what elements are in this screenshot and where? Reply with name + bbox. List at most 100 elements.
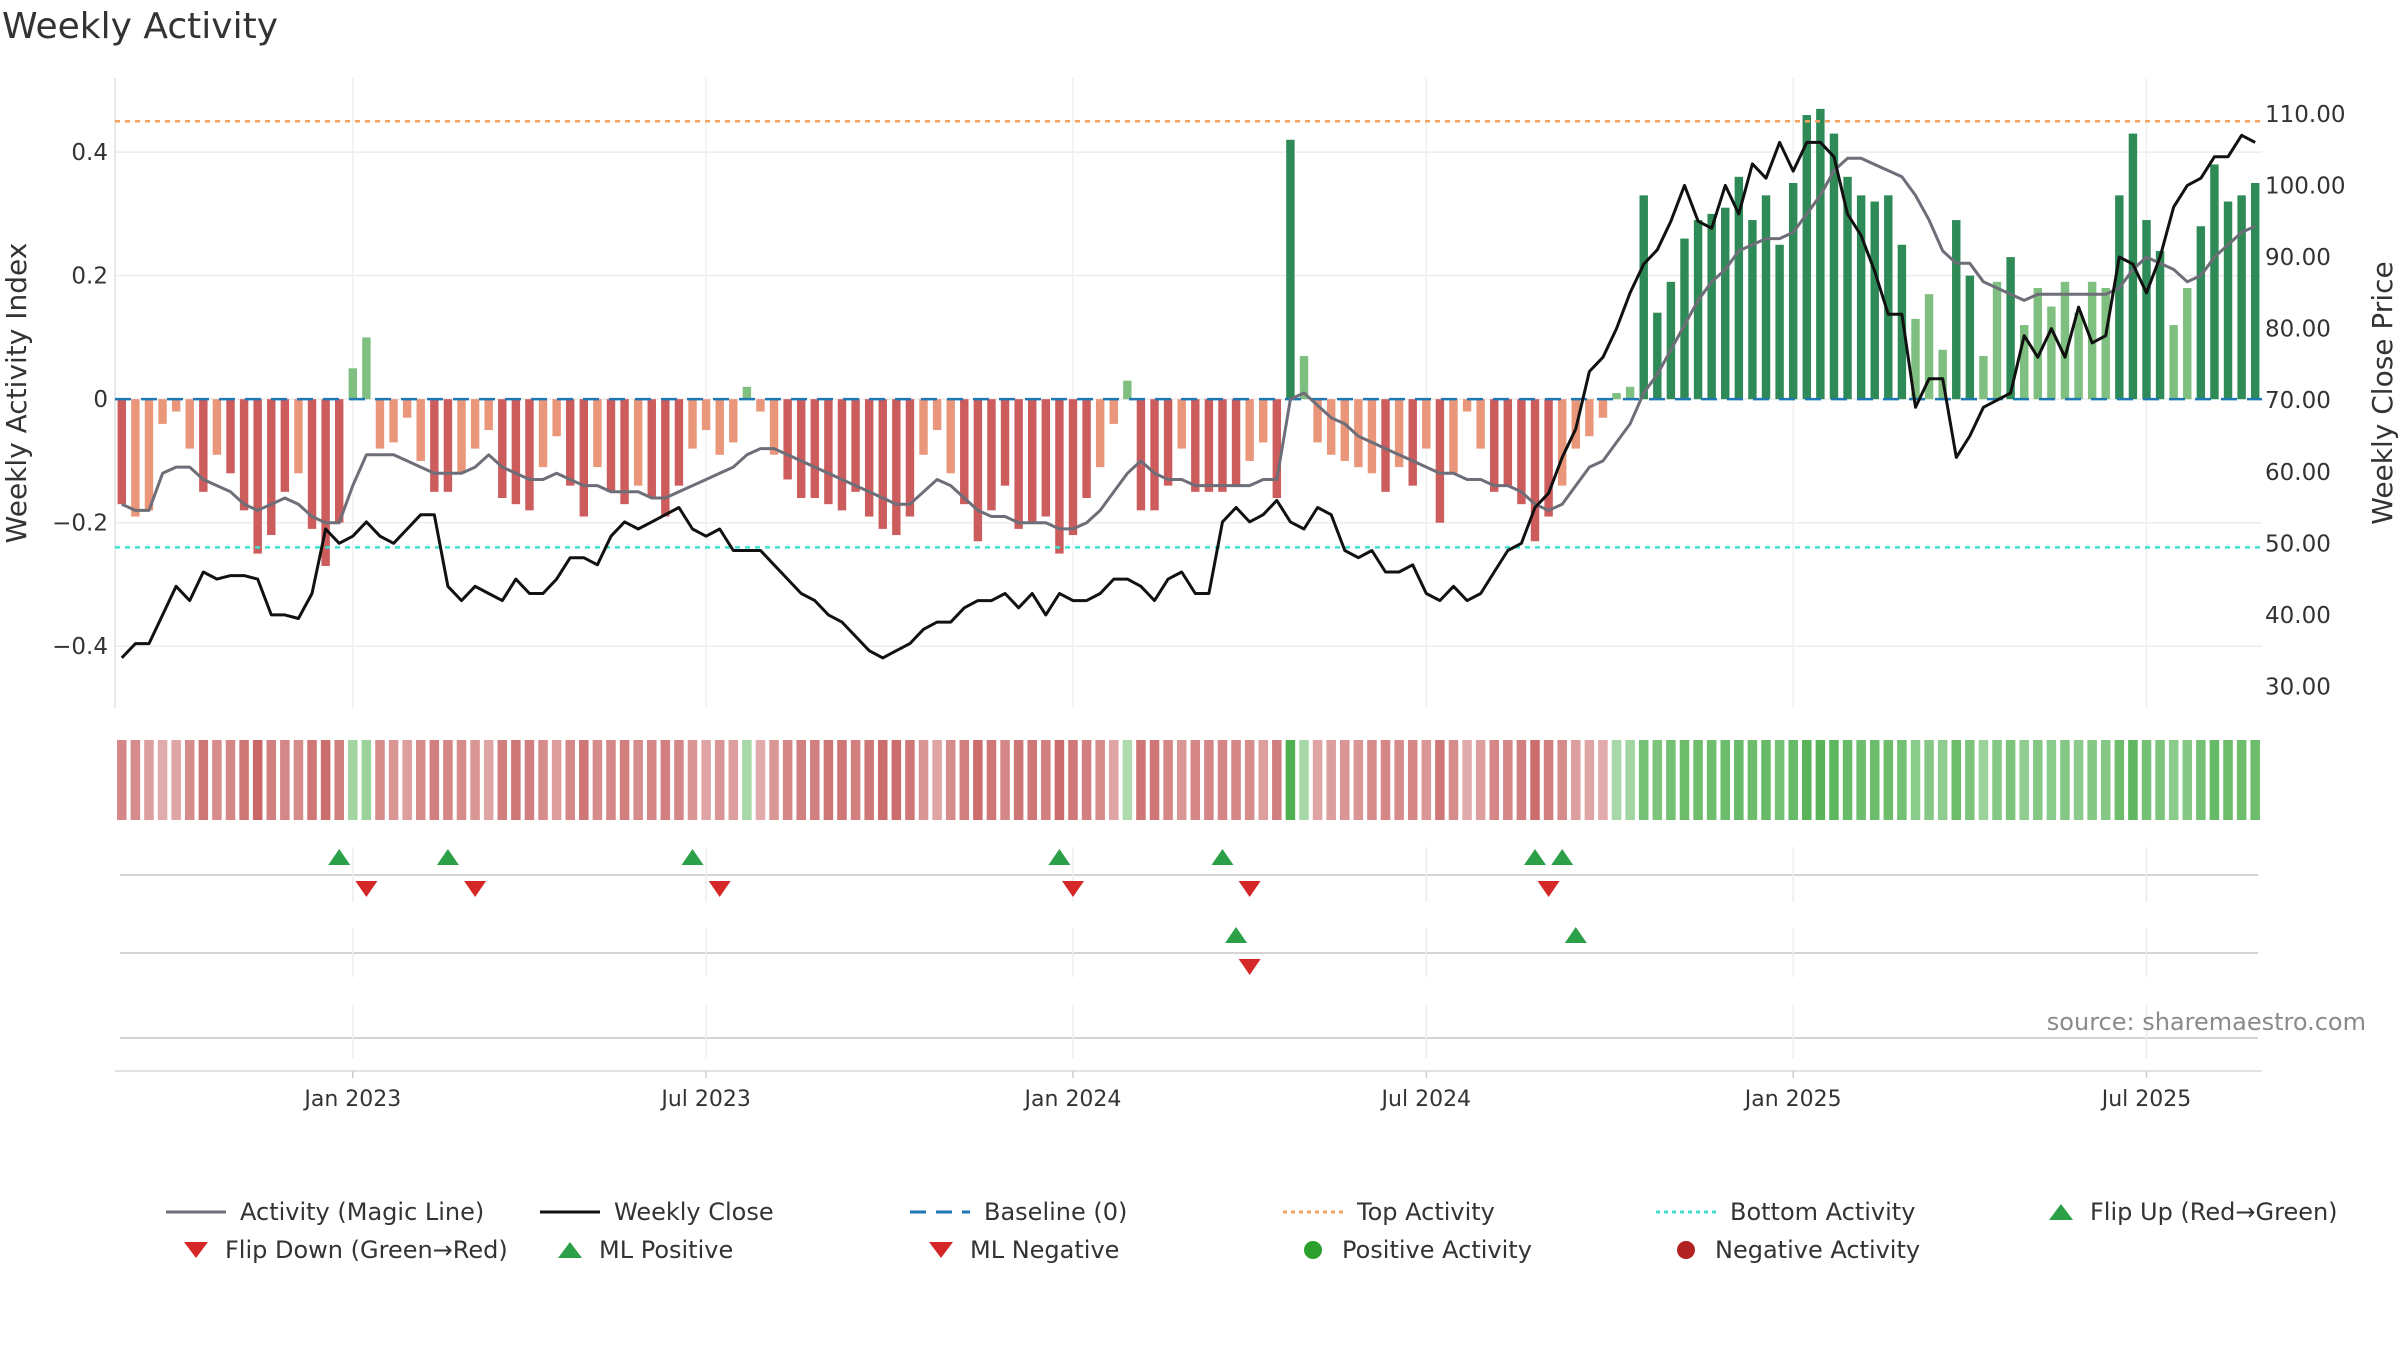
heat-cell: [1122, 740, 1133, 820]
heat-cell: [850, 740, 861, 820]
heat-cell: [1068, 740, 1078, 820]
heat-cell: [823, 740, 834, 820]
activity-bar: [226, 399, 235, 474]
heat-cell: [443, 740, 453, 820]
heat-cell: [144, 740, 154, 820]
heat-cell: [320, 740, 331, 820]
activity-bar: [1707, 213, 1716, 400]
x-tick-label: Jul 2025: [2100, 1087, 2192, 1112]
y2-tick-label: 110.00: [2265, 102, 2345, 128]
negative-activity-icon: [1677, 1241, 1695, 1259]
activity-bar: [1748, 220, 1757, 400]
y-tick-label: −0.2: [52, 511, 108, 537]
activity-bar: [1286, 139, 1295, 400]
activity-bar: [375, 399, 385, 449]
activity-bar: [2033, 288, 2043, 400]
ml-negative-icon: [929, 1242, 953, 1258]
heat-cell: [2087, 740, 2097, 820]
heat-cell: [1856, 740, 1866, 820]
heat-cell: [633, 740, 643, 820]
heat-cell: [1448, 740, 1459, 820]
y2-tick-label: 70.00: [2265, 388, 2331, 414]
activity-bar: [1408, 399, 1417, 486]
heat-cell: [1802, 740, 1812, 820]
x-tick-label: Jul 2024: [1380, 1087, 1472, 1112]
heat-cell: [864, 740, 874, 820]
heat-cell: [1435, 740, 1445, 820]
activity-bar: [1816, 108, 1825, 400]
activity-bar: [1422, 399, 1431, 449]
activity-bar: [2101, 288, 2110, 400]
legend-bottom-activity-label: Bottom Activity: [1730, 1198, 1916, 1226]
activity-bar: [756, 399, 765, 412]
heat-cell: [2223, 740, 2233, 820]
y-tick-label: 0.2: [71, 264, 108, 290]
activity-bar: [987, 399, 996, 511]
legend-baseline: Baseline (0): [910, 1198, 1127, 1226]
heat-cell: [1937, 740, 1948, 820]
heat-cell: [1625, 740, 1635, 820]
activity-bar: [294, 399, 303, 474]
x-tick-label: Jan 2025: [1743, 1087, 1842, 1112]
heat-cell: [361, 740, 372, 820]
heat-cell: [1978, 740, 1989, 820]
legend-negative-activity-label: Negative Activity: [1715, 1236, 1921, 1264]
heat-cell: [375, 740, 385, 820]
activity-bar: [1557, 399, 1567, 486]
heat-cell: [402, 740, 412, 820]
flip-up-marker: [436, 849, 459, 865]
y2-tick-label: 40.00: [2265, 603, 2331, 629]
activity-bar: [892, 399, 901, 536]
activity-bar: [674, 399, 684, 486]
heat-cell: [266, 740, 277, 820]
heat-cell: [592, 740, 603, 820]
legend-positive-activity-label: Positive Activity: [1342, 1236, 1532, 1264]
activity-bar: [661, 399, 670, 517]
heat-cell: [1258, 740, 1268, 820]
weekly-close-series: [120, 133, 2256, 660]
activity-bar: [1639, 195, 1648, 400]
y-tick-label: 0.4: [71, 140, 108, 166]
heat-cell: [212, 740, 222, 820]
activity-bar: [1911, 318, 1920, 400]
activity-bar: [321, 399, 330, 566]
flip-up-marker: [1211, 849, 1234, 865]
heat-cell: [1231, 740, 1241, 820]
legend-weekly-close-swatch: [540, 1210, 600, 1214]
activity-bar: [2155, 250, 2165, 400]
heat-cell: [497, 740, 508, 820]
activity-bar: [212, 399, 222, 455]
activity-bar: [2196, 226, 2206, 400]
ml-positive-marker: [1564, 927, 1587, 943]
heat-cell: [225, 740, 236, 820]
activity-bar: [864, 399, 874, 517]
activity-bar: [1979, 355, 1988, 400]
flip-down-icon: [184, 1242, 208, 1258]
legend-magic-line-swatch: [166, 1210, 226, 1214]
activity-bar: [1734, 176, 1744, 400]
heat-cell: [1503, 740, 1513, 820]
heat-cell: [2128, 740, 2138, 820]
heat-cell: [1285, 740, 1296, 820]
flip-up-marker: [1048, 849, 1071, 865]
activity-bar: [701, 399, 711, 431]
activity-bar: [144, 399, 154, 511]
y2-tick-label: 30.00: [2265, 675, 2331, 701]
heat-cell: [1611, 740, 1622, 820]
heat-cell: [2100, 740, 2111, 820]
heat-cell: [769, 740, 779, 820]
activity-bar: [2074, 312, 2083, 400]
heat-cell: [1326, 740, 1336, 820]
heat-cell: [551, 740, 562, 820]
flip-up-icon: [2049, 1204, 2073, 1220]
activity-bar: [2142, 220, 2151, 400]
activity-bar: [1231, 399, 1241, 486]
activity-bar: [1245, 399, 1254, 461]
activity-bar: [484, 399, 493, 431]
ml-negative-marker: [1238, 959, 1261, 975]
legend-baseline-swatch: [910, 1210, 970, 1214]
activity-bar: [769, 399, 779, 455]
chart-title: Weekly Activity: [2, 6, 279, 47]
heat-cell: [1462, 740, 1472, 820]
activity-bar: [973, 399, 983, 542]
